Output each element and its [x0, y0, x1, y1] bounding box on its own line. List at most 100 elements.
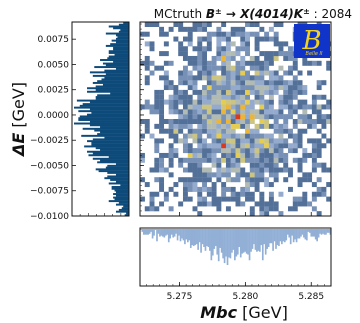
- heatmap-cell: [144, 104, 150, 110]
- heatmap-cell: [264, 177, 270, 183]
- delta-e-projection: 0.0075 0.0050 0.0025 0.0000 −0.0025 −0.0050 −0…: [30, 21, 130, 222]
- heatmap-cells: [140, 22, 332, 217]
- heatmap-cell: [288, 133, 293, 139]
- heatmap-cell: [288, 99, 293, 105]
- heatmap-cell: [240, 143, 246, 149]
- heatmap-cell: [206, 128, 212, 134]
- heatmap-cell: [288, 143, 293, 149]
- delta-e-histogram-bar: [108, 50, 129, 53]
- heatmap-cell: [283, 128, 289, 134]
- heatmap-cell: [211, 31, 217, 37]
- heatmap-cell: [187, 36, 193, 42]
- heatmap-cell: [292, 119, 298, 124]
- heatmap-cell: [254, 60, 260, 66]
- delta-e-histogram-bar: [118, 23, 129, 26]
- heatmap-cell: [168, 94, 174, 100]
- heatmap-cell: [292, 109, 298, 115]
- heatmap-cell: [168, 157, 174, 163]
- heatmap-cell: [149, 109, 155, 115]
- heatmap-cell: [311, 191, 317, 197]
- heatmap-cell: [240, 80, 246, 86]
- delta-e-histogram-bar: [104, 177, 129, 180]
- delta-e-histogram-bar: [115, 67, 129, 70]
- heatmap-cell: [221, 36, 227, 42]
- heatmap-cell: [297, 85, 303, 91]
- heatmap-cell: [321, 119, 327, 124]
- heatmap-cell: [278, 152, 284, 158]
- heatmap-cell: [254, 89, 260, 95]
- heatmap-cell: [259, 211, 265, 217]
- delta-e-histogram-bar: [111, 39, 129, 42]
- heatmap-cell: [159, 26, 165, 32]
- heatmap-cell: [264, 109, 270, 115]
- heatmap-cell: [187, 128, 193, 134]
- heatmap-cell: [163, 196, 169, 202]
- heatmap-cell: [249, 196, 255, 202]
- delta-e-histogram-bar: [87, 87, 129, 90]
- heatmap-cell: [230, 133, 236, 139]
- heatmap-cell: [259, 89, 265, 95]
- heatmap-cell: [225, 65, 231, 71]
- heatmap-cell: [149, 22, 155, 27]
- delta-e-histogram-bar: [123, 205, 129, 208]
- heatmap-cell: [297, 182, 303, 188]
- heatmap-cell: [254, 177, 260, 183]
- heatmap-cell: [149, 206, 155, 212]
- heatmap-cell: [230, 41, 236, 47]
- heatmap-cell: [163, 85, 169, 91]
- delta-e-histogram-bar: [113, 46, 129, 49]
- heatmap-cell: [326, 182, 332, 188]
- heatmap-cell: [168, 172, 174, 178]
- heatmap-cell: [187, 177, 193, 183]
- heatmap-cell: [154, 148, 160, 154]
- delta-e-histogram-bar: [107, 171, 129, 174]
- heatmap-cell: [273, 55, 279, 61]
- mbc-histogram-bar: [214, 229, 217, 247]
- heatmap-cell: [149, 41, 155, 47]
- x-axis-label: Mbc [GeV]: [200, 303, 288, 322]
- heatmap-cell: [202, 51, 207, 57]
- delta-e-histogram-bar: [89, 71, 129, 74]
- heatmap-cell: [288, 186, 293, 192]
- heatmap-cell: [144, 206, 150, 212]
- mbc-histogram-bar: [166, 229, 169, 235]
- heatmap-cell: [230, 196, 236, 202]
- delta-e-projection-frame: [71, 21, 130, 217]
- heatmap-cell: [230, 148, 236, 154]
- heatmap-cell: [292, 143, 298, 149]
- mbc-histogram-bar: [310, 229, 313, 237]
- heatmap-cell: [197, 114, 203, 120]
- heatmap-cell: [197, 104, 203, 110]
- heatmap-cell: [211, 162, 217, 168]
- heatmap-cell: [197, 60, 203, 66]
- heatmap-cell: [283, 119, 289, 124]
- mbc-histogram-bar: [147, 229, 150, 235]
- heatmap-cell: [326, 114, 332, 120]
- mbc-histogram-bar: [219, 229, 222, 248]
- heatmap-cell: [178, 89, 184, 95]
- heatmap-cell: [311, 60, 317, 66]
- heatmap-cell: [254, 186, 260, 192]
- heatmap-cell: [216, 201, 222, 207]
- heatmap-cell: [154, 104, 160, 110]
- heatmap-cell: [197, 70, 203, 76]
- heatmap-cell: [216, 119, 222, 124]
- delta-e-histogram-bar: [105, 73, 129, 76]
- heatmap-cell: [211, 94, 217, 100]
- heatmap-cell: [240, 36, 246, 42]
- mbc-histogram-bar: [291, 229, 293, 236]
- heatmap-cell: [230, 51, 236, 57]
- heatmap-cell: [154, 22, 160, 27]
- heatmap-cell: [254, 36, 260, 42]
- heatmap-cell: [182, 143, 188, 149]
- heatmap-cell: [326, 104, 332, 110]
- delta-e-histogram-bar: [120, 184, 129, 187]
- delta-e-histogram-bar: [113, 48, 129, 51]
- heatmap-cell: [216, 36, 222, 42]
- heatmap-cell: [144, 80, 150, 86]
- heatmap-cell: [278, 191, 284, 197]
- delta-e-histogram-bar: [92, 157, 129, 160]
- heatmap-cell: [221, 167, 227, 173]
- heatmap-cell: [235, 157, 241, 163]
- y-tick-label: 0.0025: [38, 86, 70, 96]
